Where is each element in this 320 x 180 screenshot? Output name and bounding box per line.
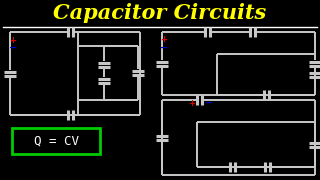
Text: +: + (10, 35, 17, 44)
Text: Capacitor Circuits: Capacitor Circuits (53, 3, 267, 23)
Text: −: − (205, 98, 213, 108)
Text: +: + (161, 35, 167, 44)
Bar (12, 128, 100, 154)
Text: +: + (188, 98, 196, 107)
Text: Q = CV: Q = CV (34, 134, 78, 147)
Text: −: − (160, 43, 168, 53)
Text: −: − (9, 43, 17, 53)
